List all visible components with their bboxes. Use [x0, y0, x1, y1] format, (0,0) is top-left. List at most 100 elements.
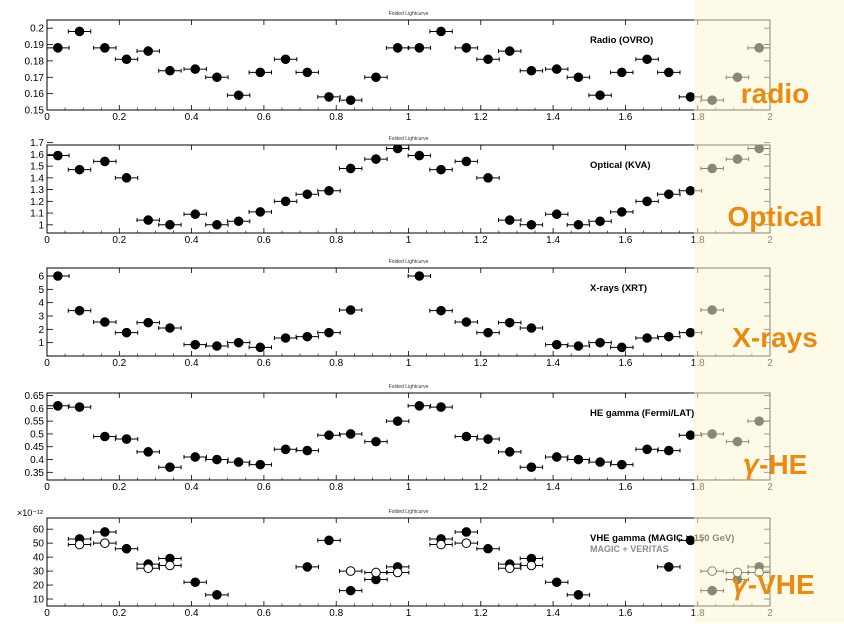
- data-point: [461, 527, 472, 537]
- data-point: [233, 90, 244, 101]
- data-point: [190, 64, 201, 74]
- data-point: [414, 43, 425, 53]
- y-tick-label: 1.4: [30, 173, 44, 184]
- data-point: [100, 431, 110, 442]
- y-tick-label: 0.16: [25, 89, 45, 100]
- y-tick-label: 0.65: [25, 391, 45, 402]
- data-point: [392, 416, 403, 426]
- x-tick-label: 1.2: [474, 112, 488, 123]
- data-point: [74, 164, 85, 175]
- data-point: [551, 64, 562, 74]
- x-tick-label: 0.8: [329, 235, 343, 246]
- data-point: [345, 429, 356, 439]
- data-point: [595, 216, 605, 227]
- data-point: [685, 535, 696, 546]
- data-point: [461, 156, 472, 167]
- x-tick-label: 1: [406, 112, 412, 123]
- data-point: [595, 90, 605, 101]
- x-tick-label: 1: [406, 235, 412, 246]
- y-tick-label: 0.6: [30, 404, 44, 415]
- x-tick-label: 0: [44, 235, 50, 246]
- data-point: [212, 590, 222, 600]
- data-point: [685, 185, 696, 196]
- x-tick-label: 1.6: [618, 608, 632, 619]
- data-point: [255, 459, 266, 470]
- x-tick-label: 1.4: [546, 608, 560, 619]
- x-tick-label: 0.4: [185, 608, 199, 619]
- data-point: [616, 67, 627, 78]
- data-point-open: [504, 563, 515, 574]
- data-point: [100, 43, 110, 53]
- data-point: [504, 317, 515, 328]
- data-point: [324, 327, 334, 338]
- data-point: [121, 173, 132, 183]
- data-point: [233, 337, 244, 348]
- data-point: [573, 454, 584, 465]
- data-point: [504, 447, 515, 457]
- data-point: [526, 219, 537, 230]
- y-tick-label: 1: [38, 338, 44, 349]
- data-point: [100, 317, 110, 327]
- data-point: [616, 342, 627, 353]
- data-point: [121, 543, 132, 554]
- data-point-open: [143, 563, 154, 574]
- data-point: [526, 323, 537, 333]
- panel-title: Folded Lightcurve: [389, 11, 429, 17]
- x-tick-label: 0.6: [257, 235, 271, 246]
- x-tick-label: 0.4: [185, 482, 199, 493]
- data-point-open: [436, 539, 446, 550]
- band-label-radio: radio: [741, 78, 809, 109]
- data-point: [642, 333, 652, 343]
- data-point-open: [392, 567, 403, 578]
- data-point-open: [526, 560, 537, 571]
- data-point: [165, 462, 175, 473]
- data-point: [616, 207, 627, 217]
- x-tick-label: 1.6: [618, 235, 632, 246]
- x-tick-label: 0.6: [257, 608, 271, 619]
- data-point: [190, 452, 201, 462]
- x-tick-label: 1.2: [474, 482, 488, 493]
- x-tick-label: 0.2: [112, 608, 126, 619]
- data-point: [573, 590, 584, 600]
- data-point: [663, 67, 674, 78]
- y-tick-label: 1.2: [30, 197, 44, 208]
- data-point: [685, 430, 696, 441]
- data-point: [280, 54, 291, 65]
- data-point: [461, 317, 472, 327]
- data-point: [190, 209, 201, 220]
- panel-label: X-rays (XRT): [590, 283, 647, 294]
- data-point: [461, 43, 472, 53]
- data-point: [324, 430, 334, 441]
- x-tick-label: 0.4: [185, 235, 199, 246]
- y-tick-label: 0.19: [25, 40, 45, 51]
- data-point: [345, 585, 356, 596]
- data-point: [642, 196, 652, 207]
- data-point-open: [100, 538, 110, 548]
- data-point: [53, 400, 63, 411]
- band-labels: radio Optical X-rays 𝛾-HE 𝛾-VHE: [728, 78, 823, 600]
- data-point: [121, 327, 132, 338]
- data-point: [324, 535, 334, 546]
- y-tick-label: 60: [33, 525, 45, 536]
- y-tick-label: 30: [33, 567, 45, 578]
- data-point-open: [461, 538, 472, 548]
- x-tick-label: 0.2: [112, 482, 126, 493]
- data-point: [616, 459, 627, 470]
- panel-label: VHE gamma (MAGIC > 150 GeV): [590, 533, 734, 544]
- data-point: [345, 305, 356, 315]
- data-point: [504, 46, 515, 56]
- data-point: [685, 327, 696, 338]
- data-point: [551, 339, 562, 350]
- y-tick-label: 1.7: [30, 138, 44, 149]
- x-tick-label: 0.8: [329, 482, 343, 493]
- data-point: [212, 341, 222, 351]
- highlight-band: [694, 0, 844, 623]
- data-point: [233, 216, 244, 227]
- panel-title: Folded Lightcurve: [389, 136, 429, 142]
- data-point: [642, 444, 652, 455]
- data-point: [642, 54, 652, 65]
- x-tick-label: 0: [44, 358, 50, 369]
- data-point: [74, 402, 85, 412]
- data-point: [663, 331, 674, 342]
